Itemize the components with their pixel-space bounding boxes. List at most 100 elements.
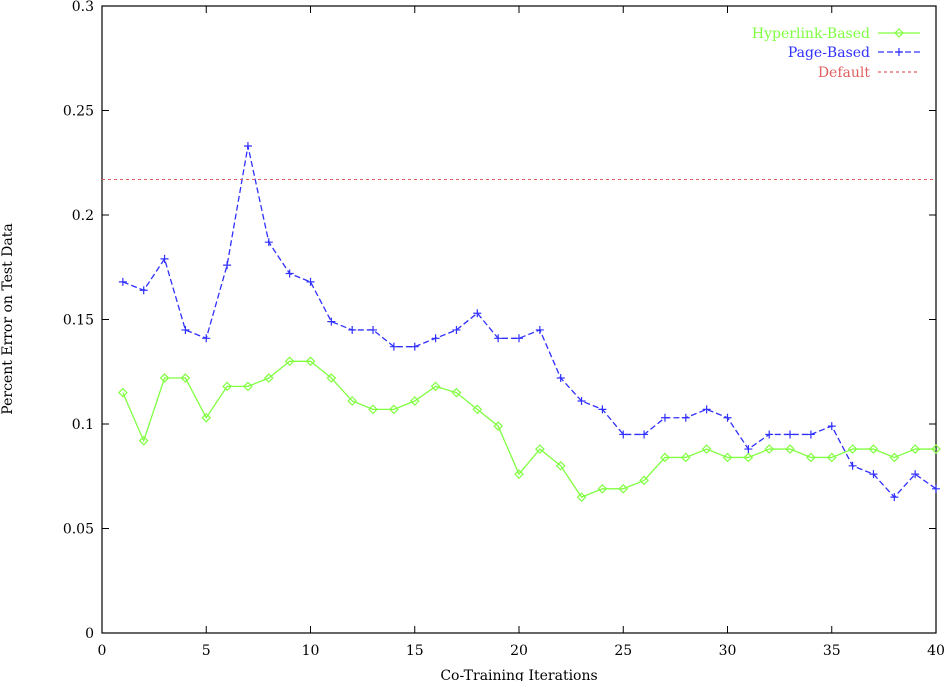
- data-point: [576, 492, 587, 502]
- y-axis-ticks: 0 0.05 0.1 0.15 0.2 0.25 0.3: [63, 0, 936, 642]
- data-point: [660, 452, 670, 463]
- data-point: [181, 325, 190, 334]
- series-hyperlink-based: [118, 356, 941, 502]
- data-point: [326, 373, 337, 383]
- y-tick-label: 0.3: [72, 0, 94, 15]
- data-point: [723, 413, 732, 422]
- data-point: [202, 334, 211, 343]
- y-tick-label: 0.25: [63, 104, 94, 120]
- plot-area-border: [101, 5, 937, 634]
- data-point: [577, 397, 586, 406]
- data-point: [765, 430, 774, 439]
- data-point: [785, 444, 795, 454]
- data-point: [619, 430, 628, 439]
- y-axis-title: Percent Error on Test Data: [0, 223, 16, 414]
- data-point: [890, 493, 899, 502]
- data-point: [701, 444, 712, 454]
- data-point: [660, 413, 669, 422]
- data-point: [764, 444, 775, 454]
- data-point: [180, 373, 191, 383]
- data-point: [535, 444, 545, 454]
- data-point: [264, 238, 273, 247]
- series-layer: [102, 142, 941, 502]
- data-point: [327, 317, 336, 326]
- data-point: [118, 277, 127, 286]
- x-tick-label: 40: [927, 643, 945, 659]
- data-point: [160, 254, 169, 263]
- data-point: [243, 142, 252, 151]
- legend-label: Page-Based: [788, 45, 870, 61]
- data-point: [159, 373, 170, 383]
- data-point: [494, 334, 503, 343]
- x-tick-label: 0: [98, 643, 107, 659]
- y-tick-label: 0.1: [72, 417, 94, 433]
- data-point: [618, 483, 629, 494]
- data-point: [473, 309, 482, 318]
- data-point: [515, 334, 523, 343]
- data-point: [118, 387, 128, 398]
- data-point: [555, 460, 566, 471]
- data-point: [263, 373, 274, 383]
- x-axis-title: Co-Training Iterations: [440, 668, 597, 681]
- data-point: [911, 470, 920, 479]
- legend: Hyperlink-Based Page-Based Default: [752, 26, 920, 81]
- data-point: [451, 387, 462, 398]
- data-point: [138, 435, 149, 446]
- data-point: [430, 381, 441, 392]
- data-point: [806, 452, 816, 463]
- data-point: [806, 430, 815, 439]
- data-point: [452, 325, 461, 334]
- y-tick-label: 0.2: [72, 208, 94, 224]
- data-point: [369, 325, 378, 334]
- legend-marker: [894, 28, 904, 38]
- data-point: [347, 396, 358, 406]
- data-point: [493, 421, 503, 431]
- data-point: [306, 277, 315, 286]
- data-point: [910, 444, 920, 454]
- series-line: [122, 145, 937, 499]
- data-point: [389, 404, 399, 415]
- data-point: [681, 413, 690, 422]
- data-point: [305, 356, 316, 367]
- data-point: [743, 452, 754, 463]
- y-tick-label: 0: [85, 626, 94, 642]
- data-point: [409, 396, 420, 406]
- x-tick-label: 25: [614, 643, 632, 659]
- data-point: [556, 374, 565, 383]
- data-point: [640, 430, 649, 439]
- data-point: [514, 469, 524, 480]
- y-tick-label: 0.05: [63, 522, 94, 538]
- legend-label: Default: [818, 65, 871, 81]
- data-point: [597, 483, 608, 494]
- data-point: [847, 444, 858, 454]
- plot-frame: [101, 5, 937, 634]
- data-point: [139, 286, 148, 295]
- data-point: [201, 412, 212, 423]
- data-point: [639, 475, 649, 486]
- data-point: [223, 261, 232, 270]
- legend-marker: [895, 48, 903, 56]
- data-point: [889, 452, 900, 463]
- data-point: [680, 452, 691, 463]
- data-point: [348, 325, 357, 334]
- x-tick-label: 15: [406, 643, 424, 659]
- data-point: [826, 452, 837, 463]
- data-point: [786, 430, 795, 439]
- data-point: [535, 325, 544, 334]
- data-point: [827, 422, 836, 431]
- data-point: [389, 342, 398, 351]
- data-point: [848, 461, 857, 470]
- data-point: [702, 405, 711, 414]
- data-point: [744, 445, 753, 454]
- data-point: [598, 405, 607, 414]
- x-tick-label: 10: [302, 643, 320, 659]
- x-tick-label: 5: [202, 643, 211, 659]
- series-line: [122, 360, 936, 498]
- y-tick-label: 0.15: [63, 313, 94, 329]
- data-point: [368, 404, 378, 415]
- data-point: [284, 356, 295, 367]
- data-point: [869, 470, 878, 479]
- x-tick-label: 35: [823, 643, 841, 659]
- data-point: [410, 342, 419, 351]
- data-point: [222, 381, 232, 392]
